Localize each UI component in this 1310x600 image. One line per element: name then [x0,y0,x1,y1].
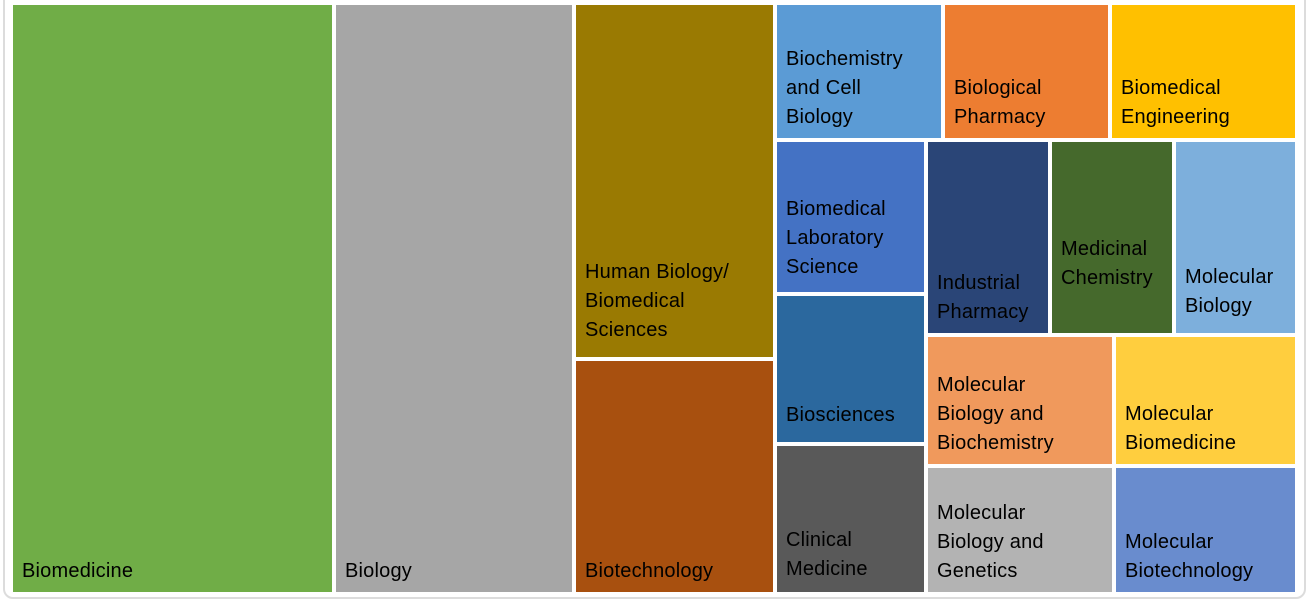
treemap-tile-label: Biological Pharmacy [954,77,1046,128]
treemap-tile-label: Clinical Medicine [786,529,868,580]
treemap-tile-medicinal-chemistry[interactable]: Medicinal Chemistry [1052,142,1172,333]
treemap-tile-label: Biology [345,560,412,582]
treemap-tile-molecular-biotechnology[interactable]: Molecular Biotechnology [1116,468,1295,592]
treemap-tile-label: Human Biology/ Biomedical Sciences [585,261,729,341]
treemap-tile-label: Molecular Biology and Biochemistry [937,374,1054,454]
treemap-tile-label: Medicinal Chemistry [1061,238,1153,289]
treemap-tile-molecular-biomedicine[interactable]: Molecular Biomedicine [1116,337,1295,464]
treemap-tile-label: Molecular Biomedicine [1125,403,1237,454]
treemap-tile-label: Industrial Pharmacy [937,272,1029,323]
treemap-tile-clinical-medicine[interactable]: Clinical Medicine [777,446,924,592]
treemap-tile-molecular-biology-and-biochemistry[interactable]: Molecular Biology and Biochemistry [928,337,1112,464]
treemap-tile-label: Biotechnology [585,560,714,582]
treemap-tile-label: Molecular Biotechnology [1125,531,1254,582]
treemap-tile-label: Molecular Biology and Genetics [937,502,1044,582]
treemap-tile-label: Biosciences [786,404,895,426]
treemap-tile-biological-pharmacy[interactable]: Biological Pharmacy [945,5,1108,138]
treemap-tile-molecular-biology-and-genetics[interactable]: Molecular Biology and Genetics [928,468,1112,592]
treemap-tile-label: Biomedicine [22,560,134,582]
treemap-tile-molecular-biology[interactable]: Molecular Biology [1176,142,1295,333]
treemap-tile-label: Biomedical Laboratory Science [786,198,886,278]
treemap-tile-industrial-pharmacy[interactable]: Industrial Pharmacy [928,142,1048,333]
treemap-tile-label: Molecular Biology [1185,266,1274,317]
treemap-tile-label: Biochemistry and Cell Biology [786,48,903,128]
treemap-tile-biomedical-engineering[interactable]: Biomedical Engineering [1112,5,1295,138]
treemap-tile-biomedical-laboratory-science[interactable]: Biomedical Laboratory Science [777,142,924,292]
treemap-tile-biomedicine[interactable]: Biomedicine [13,5,332,592]
treemap-tile-biology[interactable]: Biology [336,5,572,592]
treemap-tile-label: Biomedical Engineering [1121,77,1230,128]
treemap-tile-biosciences[interactable]: Biosciences [777,296,924,442]
treemap-tile-biochemistry-and-cell-biology[interactable]: Biochemistry and Cell Biology [777,5,941,138]
treemap-tile-human-biology-biomedical-sciences[interactable]: Human Biology/ Biomedical Sciences [576,5,773,357]
treemap-tile-biotechnology[interactable]: Biotechnology [576,361,773,592]
